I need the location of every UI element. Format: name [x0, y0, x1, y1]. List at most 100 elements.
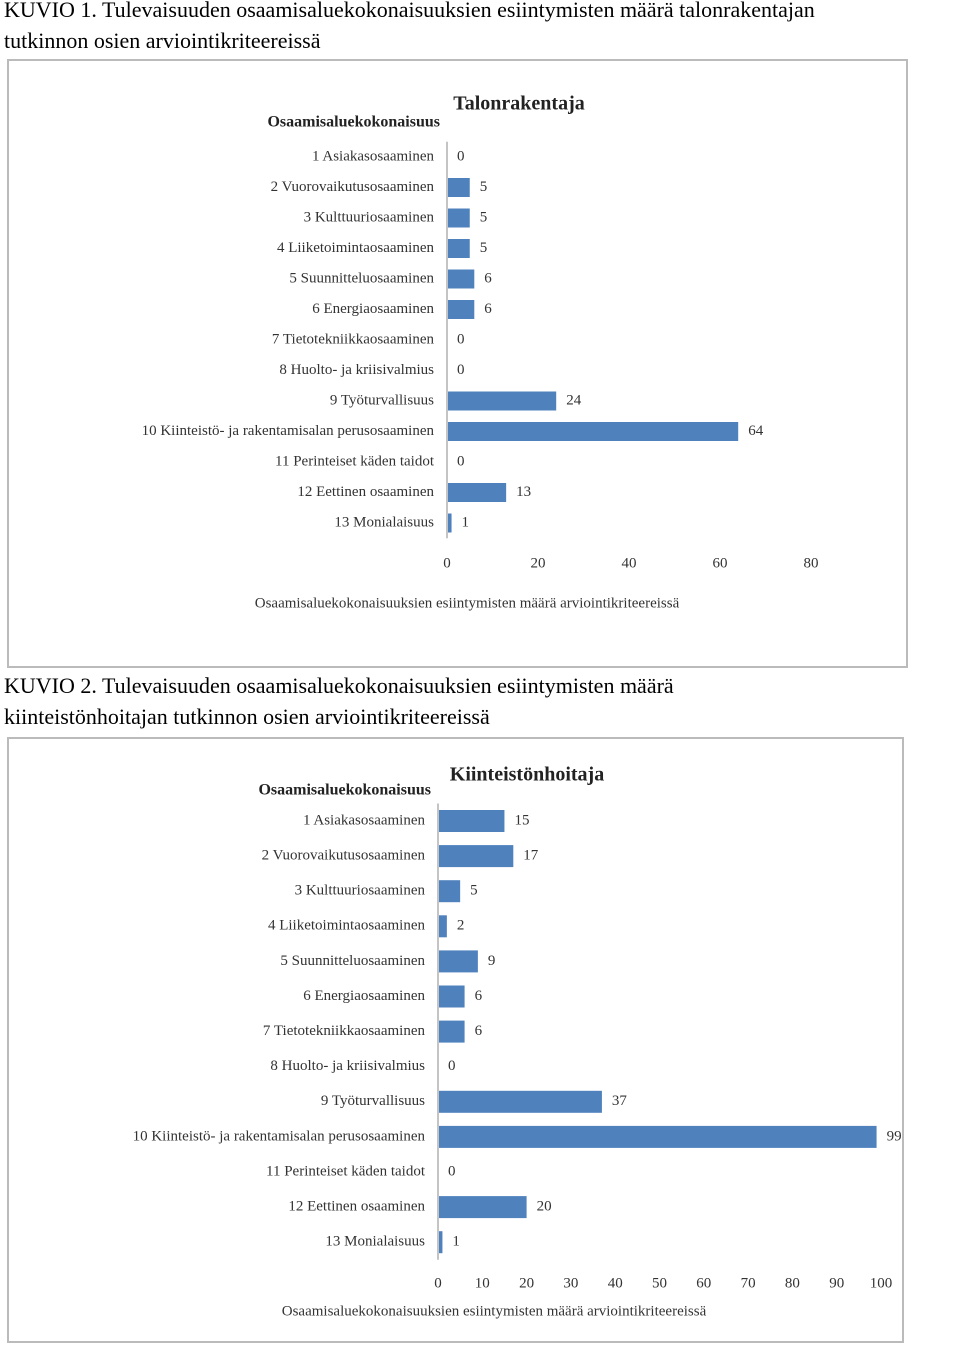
category-label: 9 Työturvallisuus — [330, 392, 434, 408]
category-axis-title: Osaamisaluekokonaisuus — [267, 114, 440, 131]
bar — [448, 239, 470, 258]
figure-caption: tutkinnon osien arviointikriteereissä — [4, 28, 321, 53]
x-tick-label: 10 — [475, 1275, 490, 1291]
x-tick-label: 20 — [519, 1275, 534, 1291]
value-label: 20 — [537, 1199, 552, 1215]
category-label: 12 Eettinen osaaminen — [288, 1199, 425, 1215]
value-label: 1 — [452, 1234, 460, 1250]
category-label: 10 Kiinteistö- ja rakentamisalan perusos… — [142, 423, 435, 439]
x-tick-label: 30 — [563, 1275, 578, 1291]
value-label: 5 — [470, 883, 478, 899]
x-tick-label: 20 — [531, 555, 546, 571]
x-tick-label: 40 — [608, 1275, 623, 1291]
category-label: 8 Huolto- ja kriisivalmius — [279, 362, 434, 378]
value-label: 0 — [457, 362, 465, 378]
value-label: 15 — [514, 812, 529, 828]
value-label: 5 — [480, 240, 488, 256]
chart-frame — [7, 59, 908, 668]
chart-title: Talonrakentaja — [453, 93, 585, 115]
category-label: 7 Tietotekniikkaosaaminen — [263, 1023, 426, 1039]
value-label: 5 — [480, 179, 488, 195]
category-label: 1 Asiakasosaaminen — [303, 812, 426, 828]
bar — [448, 208, 470, 228]
x-tick-label: 60 — [696, 1275, 711, 1291]
x-tick-label: 0 — [443, 555, 451, 571]
category-label: 11 Perinteiset käden taidot — [275, 453, 435, 469]
category-label: 4 Liiketoimintaosaaminen — [277, 240, 435, 256]
bar — [439, 1125, 877, 1148]
category-label: 3 Kulttuuriosaaminen — [304, 209, 435, 225]
value-label: 64 — [748, 423, 764, 439]
x-tick-label: 0 — [434, 1275, 442, 1291]
value-label: 0 — [457, 331, 465, 347]
category-label: 5 Suunnitteluosaaminen — [280, 953, 425, 969]
category-label: 2 Vuorovaikutusosaaminen — [271, 179, 435, 195]
x-tick-label: 70 — [741, 1275, 756, 1291]
bar — [439, 880, 461, 903]
category-label: 2 Vuorovaikutusosaaminen — [262, 848, 426, 864]
bar — [439, 950, 478, 973]
value-label: 9 — [488, 953, 496, 969]
bar — [439, 810, 505, 832]
value-label: 13 — [516, 484, 531, 500]
value-label: 0 — [448, 1163, 456, 1179]
x-tick-label: 40 — [622, 555, 637, 571]
value-label: 6 — [484, 301, 492, 317]
category-label: 6 Energiaosaaminen — [303, 988, 425, 1004]
value-label: 0 — [457, 453, 465, 469]
value-label: 0 — [457, 148, 465, 164]
x-tick-label: 80 — [804, 555, 819, 571]
bar — [448, 269, 475, 289]
category-label: 3 Kulttuuriosaaminen — [295, 883, 426, 899]
bar — [439, 1196, 527, 1219]
value-label: 6 — [475, 988, 483, 1004]
value-label: 37 — [612, 1093, 628, 1109]
category-label: 8 Huolto- ja kriisivalmius — [270, 1058, 425, 1074]
category-label: 13 Monialaisuus — [334, 514, 434, 530]
category-label: 9 Työturvallisuus — [321, 1093, 425, 1109]
value-axis-title: Osaamisaluekokonaisuuksien esiintymisten… — [282, 1303, 707, 1319]
category-label: 10 Kiinteistö- ja rakentamisalan perusos… — [133, 1128, 426, 1144]
bar — [448, 178, 470, 197]
value-label: 17 — [523, 848, 539, 864]
category-axis-title: Osaamisaluekokonaisuus — [258, 782, 431, 799]
category-label: 4 Liiketoimintaosaaminen — [268, 918, 426, 934]
category-label: 6 Energiaosaaminen — [312, 301, 434, 317]
bar — [439, 915, 447, 938]
bar — [439, 985, 465, 1008]
category-label: 13 Monialaisuus — [325, 1234, 425, 1250]
value-label: 6 — [475, 1023, 483, 1039]
bar — [448, 422, 739, 441]
x-tick-label: 100 — [870, 1275, 893, 1291]
value-label: 24 — [566, 392, 582, 408]
value-label: 99 — [887, 1128, 902, 1144]
bar — [439, 845, 514, 868]
value-label: 6 — [484, 270, 492, 286]
value-axis-title: Osaamisaluekokonaisuuksien esiintymisten… — [255, 595, 680, 611]
value-label: 1 — [462, 514, 470, 530]
category-label: 1 Asiakasosaaminen — [312, 148, 435, 164]
category-label: 11 Perinteiset käden taidot — [266, 1163, 426, 1179]
figure-caption: KUVIO 2. Tulevaisuuden osaamisaluekokona… — [4, 673, 674, 698]
bar — [448, 391, 557, 411]
chart-frame — [7, 737, 904, 1343]
x-tick-label: 50 — [652, 1275, 667, 1291]
bar — [448, 513, 452, 533]
value-label: 0 — [448, 1058, 456, 1074]
x-tick-label: 80 — [785, 1275, 800, 1291]
bar — [439, 1020, 465, 1043]
category-label: 5 Suunnitteluosaaminen — [289, 270, 434, 286]
bar — [439, 1231, 443, 1254]
value-label: 2 — [457, 918, 465, 934]
bar — [439, 1090, 602, 1113]
value-label: 5 — [480, 209, 488, 225]
x-tick-label: 90 — [829, 1275, 844, 1291]
x-tick-label: 60 — [713, 555, 728, 571]
category-label: 12 Eettinen osaaminen — [297, 484, 434, 500]
category-label: 7 Tietotekniikkaosaaminen — [272, 331, 435, 347]
bar — [448, 483, 507, 502]
chart-title: Kiinteistönhoitaja — [450, 764, 604, 786]
bar — [448, 300, 475, 319]
figure-caption: kiinteistönhoitajan tutkinnon osien arvi… — [4, 704, 490, 729]
